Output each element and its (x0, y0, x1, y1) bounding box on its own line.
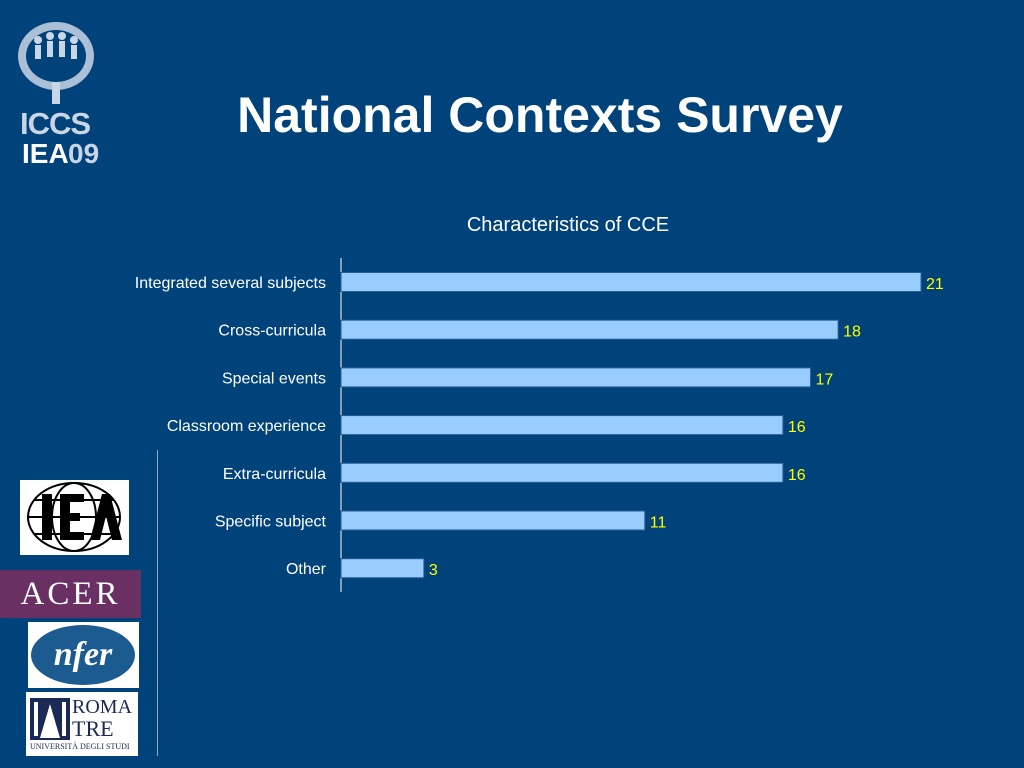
page-title: National Contexts Survey (237, 87, 843, 143)
bar (340, 272, 922, 292)
category-label: Integrated several subjects (135, 275, 326, 292)
iccs-emblem-icon (18, 22, 94, 104)
category-label: Cross-curricula (218, 323, 326, 340)
university-logo-text: UNIVERSITÀ DEGLI STUDI (30, 742, 130, 751)
bar (340, 510, 646, 531)
nfer-logo-icon: nfer (31, 625, 135, 685)
iea-globe-icon (27, 482, 122, 552)
year-logo-text: 09 (68, 138, 100, 169)
acer-logo: ACER (0, 570, 141, 618)
category-label: Extra-curricula (223, 466, 326, 483)
bar (340, 415, 784, 436)
roma-tre-emblem-icon (30, 698, 70, 740)
iea-logo (20, 480, 129, 555)
tre-logo-text: TRE (72, 716, 114, 741)
category-label: Specific subject (215, 514, 327, 531)
divider-line (157, 450, 158, 756)
nfer-logo-text: nfer (54, 636, 113, 673)
iea-logo-text: IEA (22, 138, 69, 169)
value-label: 17 (816, 371, 834, 388)
bar (340, 367, 812, 388)
category-label: Classroom experience (167, 418, 326, 435)
value-label: 11 (650, 515, 667, 532)
chart-title: Characteristics of CCE (467, 214, 669, 236)
iccs-logo-text: ICCS (20, 106, 91, 141)
iccs-logo: ICCS IEA 09 (8, 10, 104, 170)
roma-tre-logo: ROMA TRE UNIVERSITÀ DEGLI STUDI (26, 692, 138, 756)
value-label: 16 (788, 467, 806, 484)
nfer-logo: nfer (28, 622, 139, 688)
bar (340, 319, 839, 340)
roma-logo-text: ROMA (72, 696, 133, 718)
value-label: 3 (429, 562, 438, 579)
category-label: Special events (222, 370, 326, 387)
category-label: Other (286, 561, 327, 578)
bar (340, 462, 784, 483)
value-label: 18 (843, 324, 861, 341)
acer-logo-text: ACER (20, 576, 121, 612)
bar (340, 558, 425, 579)
value-label: 21 (926, 276, 944, 293)
value-label: 16 (788, 419, 806, 436)
